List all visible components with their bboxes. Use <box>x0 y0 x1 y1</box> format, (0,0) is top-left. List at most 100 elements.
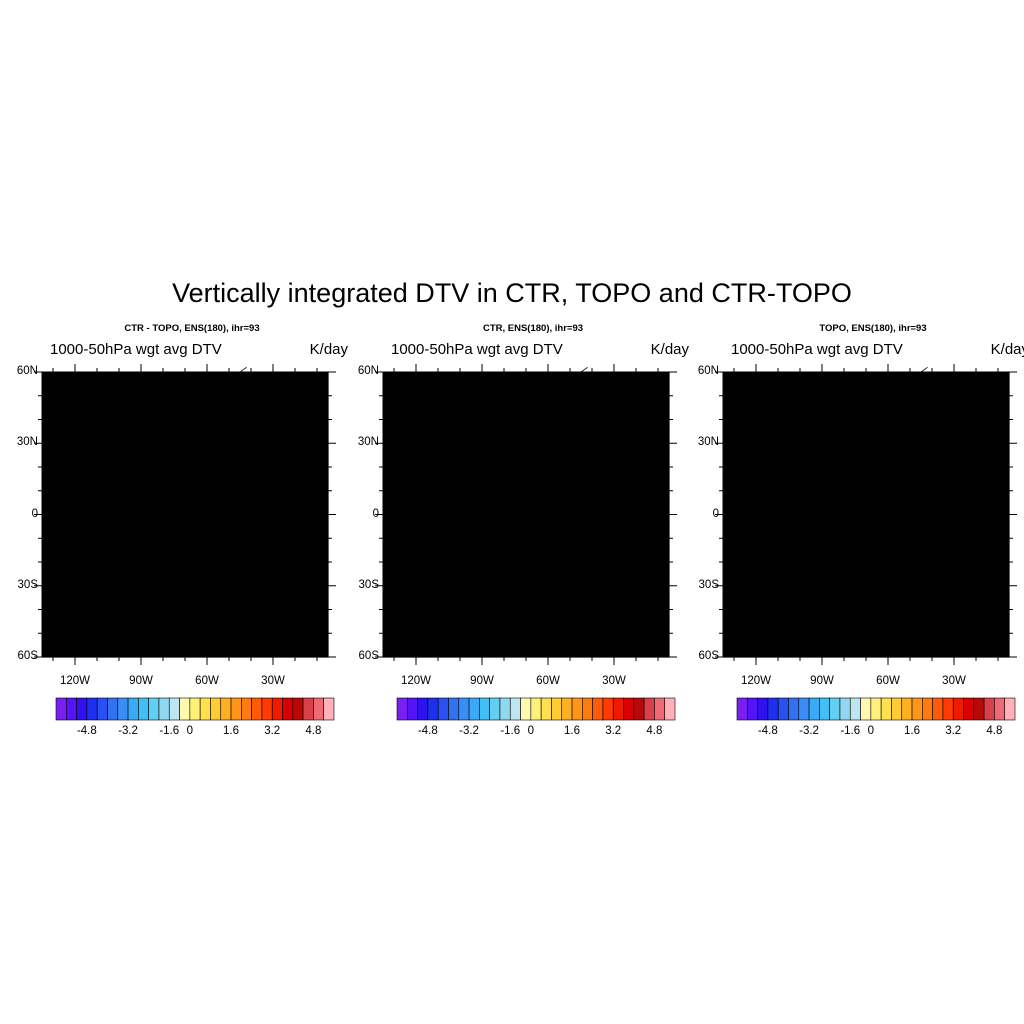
colorbar-swatch <box>788 697 800 721</box>
lat-label: 0 <box>31 507 38 520</box>
colorbar-swatch <box>942 697 954 721</box>
colorbar-swatch <box>983 697 995 721</box>
colorbar-label: -4.8 <box>757 725 778 737</box>
colorbar-swatch <box>220 697 232 721</box>
colorbar-swatch <box>973 697 985 721</box>
coastline <box>733 371 944 646</box>
colorbar-swatch <box>499 697 511 721</box>
lon-label: 60W <box>195 675 219 687</box>
colorbar <box>55 697 335 721</box>
colorbar-swatch <box>860 697 872 721</box>
colorbar-swatch <box>179 697 191 721</box>
colorbar-swatch <box>757 697 769 721</box>
colorbar-swatch <box>736 697 748 721</box>
colorbar-swatch <box>448 697 460 721</box>
panel-title: CTR - TOPO, ENS(180), ihr=93 <box>124 323 260 334</box>
contour-field <box>723 372 1010 658</box>
colorbar-label: 3.2 <box>945 725 962 737</box>
panel-units: K/day <box>309 341 348 358</box>
colorbar-label: -1.6 <box>840 725 861 737</box>
colorbar-swatch <box>798 697 810 721</box>
colorbar-swatch <box>117 697 129 721</box>
lat-label: 30S <box>17 578 38 591</box>
colorbar-swatch <box>880 697 892 721</box>
colorbar-swatch <box>994 697 1006 721</box>
colorbar-swatch <box>199 697 211 721</box>
colorbar-label: -1.6 <box>159 725 180 737</box>
lat-label: 30N <box>357 436 379 449</box>
colorbar-swatch <box>323 697 335 721</box>
colorbar-label: 3.2 <box>605 725 622 737</box>
colorbar-swatch <box>230 697 242 721</box>
coastline <box>229 366 247 373</box>
lat-label: 60N <box>697 365 719 377</box>
panel-title: TOPO, ENS(180), ihr=93 <box>819 323 927 334</box>
colorbar-swatch <box>396 697 408 721</box>
coastline <box>492 459 517 468</box>
colorbar-label: 4.8 <box>986 725 1003 737</box>
lat-label: 30N <box>16 436 38 449</box>
colorbar-swatch <box>417 697 429 721</box>
map-plot <box>375 364 677 665</box>
colorbar-swatch <box>55 697 67 721</box>
lat-label: 30S <box>358 578 379 591</box>
colorbar-swatch <box>520 697 532 721</box>
map-plot <box>715 364 1017 665</box>
colorbar-swatch <box>829 697 841 721</box>
map-panel: CTR - TOPO, ENS(180), ihr=93 1000-50hPa w… <box>17 320 362 740</box>
colorbar-swatch <box>468 697 480 721</box>
panel-left-string: 1000-50hPa wgt avg DTV <box>391 341 563 358</box>
lon-label: 120W <box>59 675 91 687</box>
colorbar-label: 1.6 <box>223 725 240 737</box>
colorbar <box>736 697 1016 721</box>
colorbar-swatch <box>479 697 490 721</box>
panel-left-string: 1000-50hPa wgt avg DTV <box>731 341 903 358</box>
colorbar-swatch <box>643 697 655 721</box>
colorbar-swatch <box>582 697 593 721</box>
colorbar-swatch <box>1004 697 1016 721</box>
panel-units: K/day <box>650 341 689 358</box>
colorbar-label: 0 <box>527 725 535 737</box>
lon-label: 120W <box>740 675 772 687</box>
colorbar-swatch <box>849 697 861 721</box>
lon-label: 120W <box>400 675 432 687</box>
lon-label: 90W <box>129 675 153 687</box>
colorbar-swatch <box>313 697 325 721</box>
colorbar-swatch <box>839 697 851 721</box>
lat-label: 60N <box>357 365 379 377</box>
contour-field <box>42 372 329 658</box>
coastline <box>393 371 604 646</box>
coastline <box>516 469 529 473</box>
colorbar-swatch <box>664 697 676 721</box>
colorbar-label: 0 <box>867 725 875 737</box>
colorbar-swatch <box>241 697 252 721</box>
coastline <box>856 469 869 473</box>
lat-label: 60S <box>698 650 719 662</box>
coastline <box>570 366 588 373</box>
coastline <box>175 469 188 473</box>
colorbar <box>396 697 676 721</box>
colorbar-swatch <box>808 697 820 721</box>
colorbar-swatch <box>292 697 304 721</box>
colorbar-swatch <box>489 697 501 721</box>
map-plot <box>34 364 336 665</box>
colorbar-swatch <box>96 697 108 721</box>
coastline <box>151 459 176 468</box>
lat-label: 30N <box>697 436 719 449</box>
lat-label: 60S <box>17 650 38 662</box>
colorbar-swatch <box>86 697 98 721</box>
colorbar-swatch <box>561 697 573 721</box>
colorbar-swatch <box>623 697 635 721</box>
lon-label: 90W <box>470 675 494 687</box>
colorbar-swatch <box>530 697 542 721</box>
colorbar-swatch <box>189 697 201 721</box>
colorbar-swatch <box>302 697 314 721</box>
colorbar-label: -1.6 <box>500 725 521 737</box>
lon-label: 30W <box>942 675 966 687</box>
colorbar-label: -4.8 <box>417 725 438 737</box>
colorbar-swatch <box>952 697 964 721</box>
colorbar-swatch <box>551 697 563 721</box>
colorbar-swatch <box>922 697 933 721</box>
lon-label: 60W <box>876 675 900 687</box>
figure-title: Vertically integrated DTV in CTR, TOPO a… <box>172 278 852 308</box>
